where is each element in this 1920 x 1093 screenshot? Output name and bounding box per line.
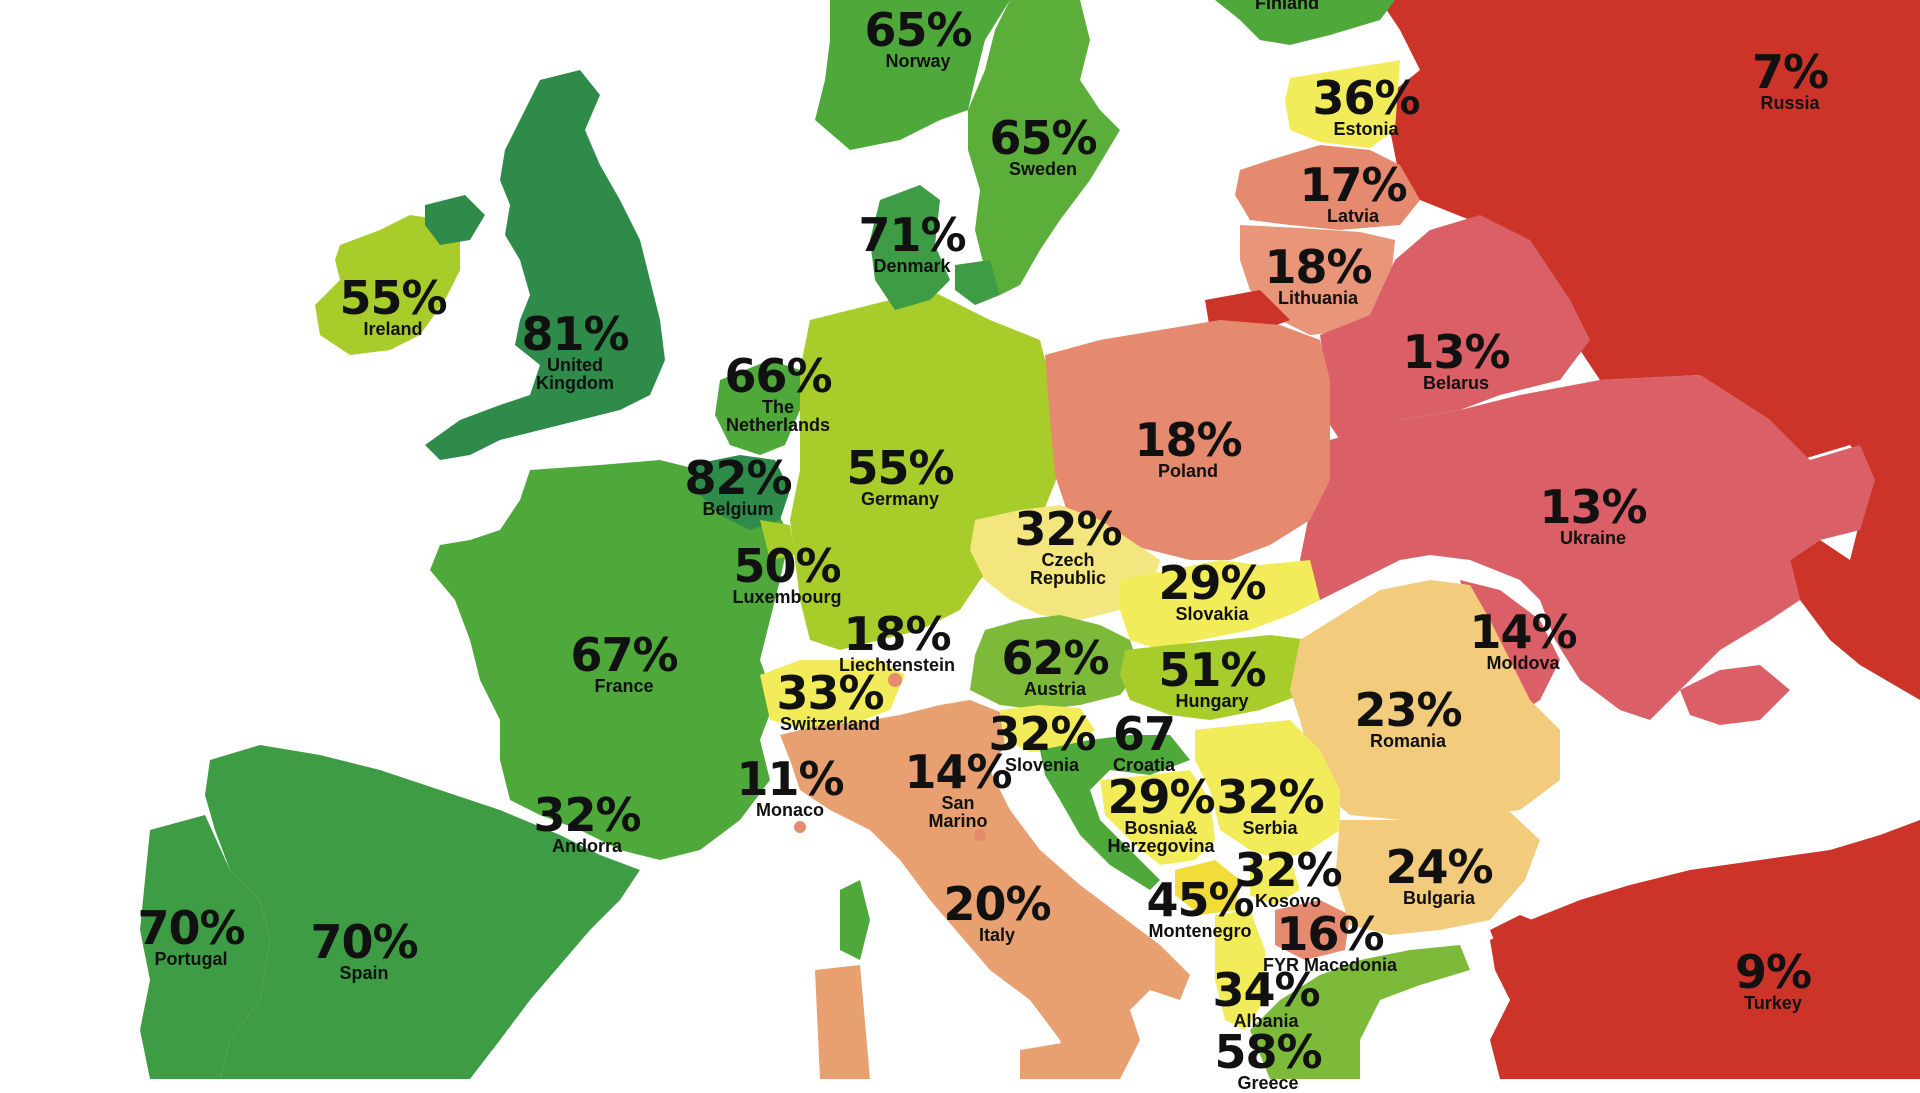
region-russia — [1380, 0, 1920, 700]
region-croatia — [1040, 735, 1190, 890]
region-northern-ireland — [425, 195, 485, 245]
region-hungary — [1120, 635, 1320, 720]
region-san-marino — [974, 829, 986, 841]
region-bulgaria — [1335, 812, 1540, 935]
region-switzerland — [760, 660, 905, 730]
region-portugal — [140, 815, 270, 1079]
region-poland — [1045, 320, 1330, 560]
region-sardinia — [815, 965, 870, 1079]
region-slovenia — [1000, 705, 1095, 752]
region-greece — [1250, 945, 1470, 1079]
region-kosovo — [1250, 858, 1300, 905]
region-ireland — [315, 215, 460, 355]
region-austria — [970, 615, 1140, 710]
region-bosnia — [1100, 770, 1215, 865]
region-turkey — [1490, 820, 1920, 1079]
region-sicily — [1020, 1040, 1110, 1079]
region-norway — [815, 0, 1010, 150]
region-montenegro — [1175, 860, 1240, 915]
region-uk — [425, 70, 665, 460]
region-belarus — [1320, 215, 1590, 440]
region-lithuania — [1240, 225, 1395, 335]
region-france — [430, 460, 790, 860]
region-liechtenstein — [888, 673, 902, 687]
region-albania — [1215, 910, 1265, 1030]
region-monaco — [794, 821, 806, 833]
region-sweden — [968, 0, 1120, 295]
region-ukraine — [1300, 375, 1875, 720]
region-macedonia — [1275, 900, 1350, 960]
region-finland — [1215, 0, 1395, 45]
region-luxembourg — [760, 520, 795, 560]
region-turkey-thrace — [1490, 915, 1545, 955]
region-spain — [205, 745, 640, 1079]
region-romania — [1290, 580, 1560, 820]
region-slovakia — [1120, 560, 1320, 650]
region-corsica — [840, 880, 870, 960]
region-netherlands — [715, 360, 800, 455]
region-latvia — [1235, 145, 1420, 230]
region-crimea — [1680, 665, 1790, 725]
region-belgium — [690, 455, 790, 530]
region-italy — [780, 700, 1190, 1079]
region-estonia — [1285, 60, 1400, 148]
region-denmark — [870, 185, 950, 310]
region-denmark-island — [955, 260, 1000, 305]
region-serbia — [1195, 720, 1340, 860]
region-czech — [970, 505, 1160, 620]
